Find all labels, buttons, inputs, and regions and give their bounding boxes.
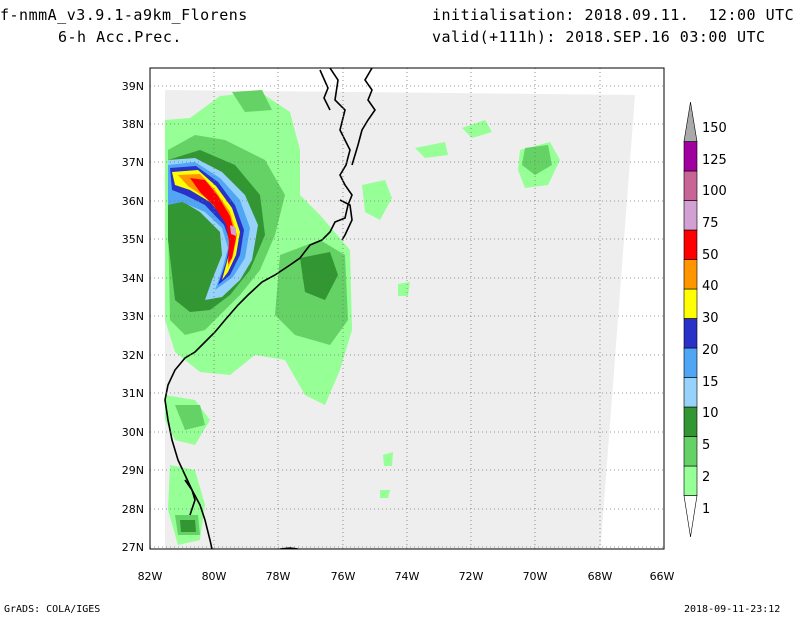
colorbar-label: 50: [702, 248, 719, 263]
lat-label: 39N: [122, 80, 144, 93]
map-frame: [149, 67, 665, 550]
colorbar-label: 75: [702, 216, 719, 231]
lat-label: 27N: [122, 541, 144, 554]
colorbar-label: 150: [702, 121, 727, 136]
lat-label: 38N: [122, 118, 144, 131]
lat-label: 33N: [122, 310, 144, 323]
colorbar-segment: [683, 318, 698, 349]
colorbar-segment: [683, 170, 698, 201]
lon-label: 66W: [650, 570, 675, 583]
colorbar-segment: [683, 406, 698, 437]
lat-label: 29N: [122, 464, 144, 477]
coastline: [164, 68, 376, 549]
colorbar-segment: [683, 436, 698, 467]
lat-label: 37N: [122, 156, 144, 169]
colorbar-label: 40: [702, 279, 719, 294]
lon-label: 82W: [138, 570, 163, 583]
graticule: [150, 68, 664, 549]
lon-label: 68W: [588, 570, 613, 583]
colorbar-label: 100: [702, 184, 727, 199]
colorbar-label: 2: [702, 470, 710, 485]
model-title: f-nmmA_v3.9.1-a9km_Florens: [0, 6, 248, 24]
colorbar-segment: [683, 347, 698, 378]
lat-label: 34N: [122, 272, 144, 285]
footer-credit: GrADS: COLA/IGES: [4, 604, 101, 615]
colorbar-label: 20: [702, 343, 719, 358]
colorbar-segment: [683, 495, 698, 538]
lat-label: 31N: [122, 387, 144, 400]
colorbar-segment: [683, 229, 698, 260]
colorbar-segment: [683, 465, 698, 496]
lat-label: 36N: [122, 195, 144, 208]
precip-field: [165, 90, 560, 545]
colorbar-segment: [683, 288, 698, 319]
valid-time: valid(+111h): 2018.SEP.16 03:00 UTC: [432, 28, 766, 46]
lon-label: 76W: [331, 570, 356, 583]
lon-axis: 82W 80W 78W 76W 74W 72W 70W 68W 66W: [138, 570, 675, 583]
lon-label: 70W: [523, 570, 548, 583]
colorbar-labels: 1 2 5 10 15 20 30 40 50 75 100 125 150: [702, 121, 727, 517]
lat-label: 28N: [122, 503, 144, 516]
lon-label: 80W: [202, 570, 227, 583]
colorbar-segment: [683, 141, 698, 172]
colorbar-segment: [683, 377, 698, 408]
colorbar-segment: [683, 200, 698, 231]
colorbar-segment: [683, 101, 698, 142]
lon-label: 78W: [266, 570, 291, 583]
lat-label: 32N: [122, 349, 144, 362]
lat-label: 35N: [122, 233, 144, 246]
lon-label: 72W: [459, 570, 484, 583]
colorbar-label: 125: [702, 153, 727, 168]
colorbar-label: 5: [702, 438, 710, 453]
lon-label: 74W: [395, 570, 420, 583]
colorbar-label: 15: [702, 375, 719, 390]
colorbar-segment: [683, 259, 698, 290]
colorbar-label: 1: [702, 502, 710, 517]
lat-label: 30N: [122, 426, 144, 439]
field-title: 6-h Acc.Prec.: [58, 28, 182, 46]
colorbar-label: 10: [702, 406, 719, 421]
footer-timestamp: 2018-09-11-23:12: [684, 604, 781, 615]
colorbar: [683, 101, 698, 538]
colorbar-label: 30: [702, 311, 719, 326]
lat-axis: 39N 38N 37N 36N 35N 34N 33N 32N 31N 30N …: [122, 80, 144, 554]
init-time: initialisation: 2018.09.11. 12:00 UTC: [432, 6, 795, 24]
